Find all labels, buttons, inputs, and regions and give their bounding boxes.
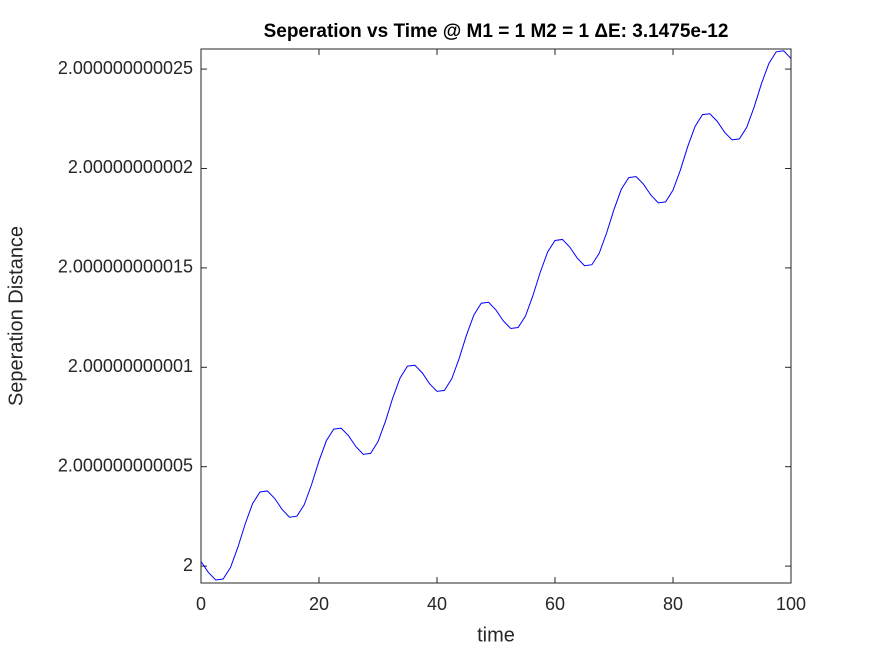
y-tick-label: 2.000000000015 bbox=[58, 257, 193, 277]
x-tick-label: 0 bbox=[196, 594, 206, 614]
y-tick-label: 2.000000000025 bbox=[58, 58, 193, 78]
y-tick-label: 2.000000000005 bbox=[58, 455, 193, 475]
data-line bbox=[200, 50, 792, 581]
x-tick-label: 40 bbox=[427, 594, 447, 614]
x-tick-label: 20 bbox=[309, 594, 329, 614]
x-tick-label: 80 bbox=[663, 594, 683, 614]
axes-box bbox=[200, 48, 792, 584]
y-tick-label: 2.00000000002 bbox=[68, 157, 193, 177]
x-axis-label: time bbox=[477, 624, 515, 646]
x-tick-label: 60 bbox=[545, 594, 565, 614]
y-tick-label: 2 bbox=[183, 555, 193, 575]
y-tick-label: 2.00000000001 bbox=[68, 356, 193, 376]
y-axis-label: Seperation Distance bbox=[5, 226, 27, 406]
x-tick-label: 100 bbox=[776, 594, 806, 614]
chart-title: Seperation vs Time @ M1 = 1 M2 = 1 ΔE: 3… bbox=[264, 21, 729, 42]
